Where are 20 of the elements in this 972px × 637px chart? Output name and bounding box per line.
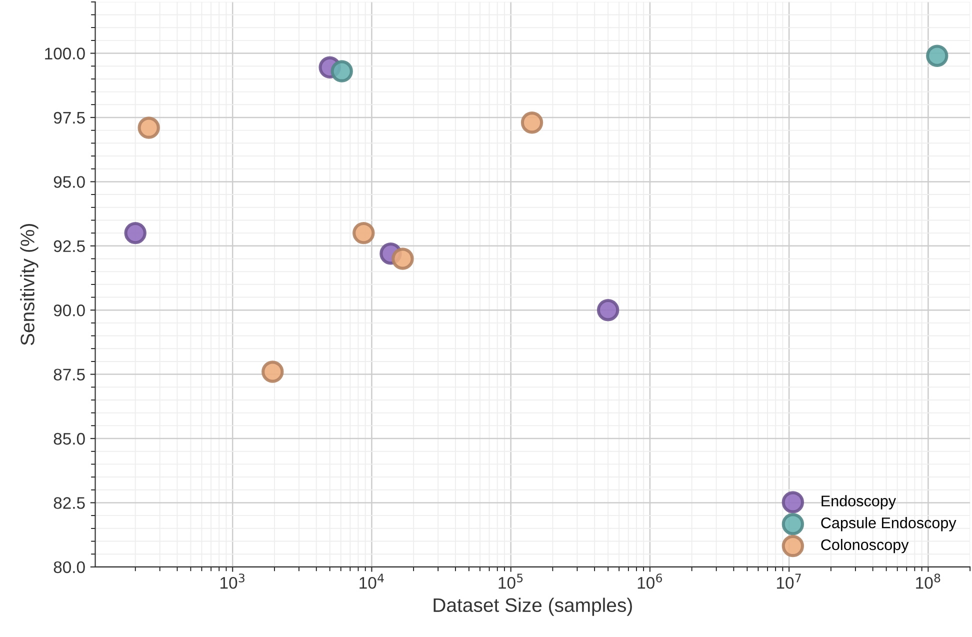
x-axis-title: Dataset Size (samples): [434, 598, 632, 616]
y-tick-label: 80.0: [54, 561, 85, 574]
y-tick-label: 87.5: [54, 368, 85, 381]
x-tick-label: 10$^{3}$: [220, 574, 244, 589]
y-axis-title: Sensitivity (%): [20, 224, 38, 346]
y-tick-label: 92.5: [54, 240, 85, 252]
y-tick-label: 95.0: [54, 176, 85, 188]
legend-label: Endoscopy: [822, 495, 896, 510]
y-tick-label: 97.5: [54, 112, 85, 124]
y-tick-label: 90.0: [54, 304, 85, 316]
x-tick-label: 10$^{4}$: [360, 574, 384, 589]
x-tick-label: 10$^{7}$: [776, 574, 801, 589]
x-tick-label: 10$^{6}$: [638, 574, 662, 589]
legend-label: Colonoscopy: [821, 538, 909, 554]
x-tick-label: 10$^{8}$: [916, 574, 940, 589]
legend-label: Capsule Endoscopy: [821, 517, 956, 532]
y-tick-label: 85.0: [54, 432, 85, 445]
y-tick-label: 100.0: [45, 48, 85, 60]
x-tick-label: 10$^{5}$: [498, 574, 523, 589]
y-tick-label: 82.5: [54, 497, 85, 509]
